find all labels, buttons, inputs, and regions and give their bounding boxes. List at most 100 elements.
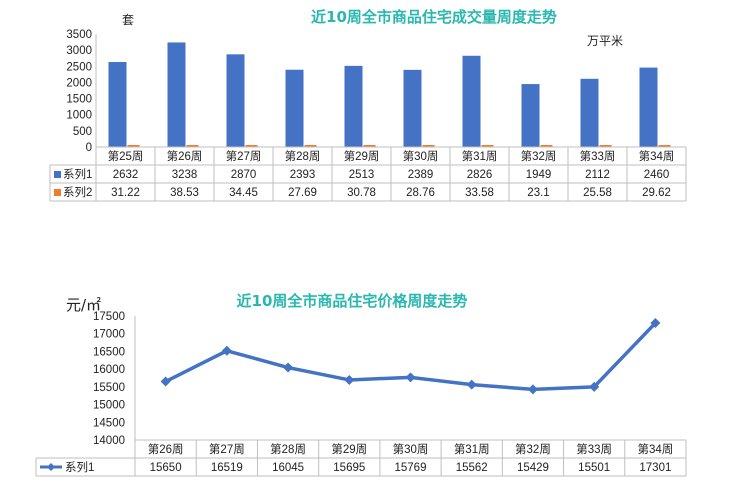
data-table-value: 23.1 bbox=[527, 187, 549, 199]
data-table-value: 2632 bbox=[113, 169, 139, 181]
x-category-label: 第26周 bbox=[148, 442, 184, 456]
bar-series1 bbox=[403, 69, 422, 147]
bar-series1 bbox=[108, 62, 127, 147]
x-category-label: 第25周 bbox=[108, 149, 144, 163]
legend-label: 系列1 bbox=[63, 167, 92, 181]
y-tick-label: 500 bbox=[73, 126, 92, 138]
chart1-unit-right: 万平米 bbox=[587, 34, 623, 48]
data-table-value: 2393 bbox=[290, 169, 316, 181]
bar-series2 bbox=[186, 145, 199, 147]
y-tick-label: 16000 bbox=[93, 364, 125, 376]
bar-series1 bbox=[285, 69, 304, 147]
bar-series2 bbox=[422, 145, 435, 147]
data-table-value: 33.58 bbox=[465, 187, 494, 199]
y-tick-label: 1000 bbox=[66, 110, 92, 122]
data-table-value: 2513 bbox=[349, 169, 375, 181]
series1-point bbox=[527, 384, 538, 395]
y-tick-label: 17500 bbox=[93, 311, 125, 323]
x-category-label: 第28周 bbox=[285, 149, 321, 163]
x-category-label: 第26周 bbox=[167, 149, 203, 163]
legend-label: 系列2 bbox=[63, 185, 92, 199]
data-table-value: 2389 bbox=[408, 169, 434, 181]
y-tick-label: 16500 bbox=[93, 346, 125, 358]
data-table-value: 16519 bbox=[211, 462, 243, 474]
bar-series1 bbox=[344, 65, 363, 147]
chart1-unit-left: 套 bbox=[122, 13, 134, 27]
bar-series1 bbox=[462, 55, 481, 147]
data-table-value: 25.58 bbox=[583, 187, 612, 199]
data-table-value: 15429 bbox=[517, 462, 549, 474]
bar-series2 bbox=[304, 145, 317, 147]
series1-point bbox=[405, 372, 416, 383]
bar-series2 bbox=[481, 145, 494, 147]
y-tick-label: 2500 bbox=[66, 61, 92, 73]
x-category-label: 第30周 bbox=[393, 442, 429, 456]
x-category-label: 第29周 bbox=[344, 149, 380, 163]
y-tick-label: 3500 bbox=[66, 29, 92, 41]
data-table-value: 2826 bbox=[467, 169, 493, 181]
data-table-value: 28.76 bbox=[406, 187, 435, 199]
bar-series2 bbox=[658, 145, 671, 147]
y-tick-label: 0 bbox=[86, 142, 92, 154]
bar-series1 bbox=[639, 67, 658, 147]
series1-point bbox=[589, 381, 600, 392]
x-category-label: 第31周 bbox=[462, 149, 498, 163]
data-table-value: 2112 bbox=[585, 169, 610, 181]
data-table-value: 30.78 bbox=[347, 187, 376, 199]
data-table-value: 2460 bbox=[644, 169, 670, 181]
y-tick-label: 17000 bbox=[93, 329, 125, 341]
series1-point bbox=[466, 379, 477, 390]
series1-point bbox=[344, 374, 355, 385]
data-table-value: 1949 bbox=[526, 169, 552, 181]
x-category-label: 第33周 bbox=[576, 442, 612, 456]
legend-label: 系列1 bbox=[65, 460, 94, 474]
y-tick-label: 15000 bbox=[93, 400, 125, 412]
x-category-label: 第34周 bbox=[637, 442, 673, 456]
data-table-value: 3238 bbox=[172, 169, 198, 181]
data-table-value: 15501 bbox=[578, 462, 610, 474]
data-table-value: 27.69 bbox=[288, 187, 317, 199]
data-table-value: 15769 bbox=[395, 462, 427, 474]
bar-series2 bbox=[127, 145, 140, 147]
x-category-label: 第33周 bbox=[580, 149, 616, 163]
y-tick-label: 2000 bbox=[66, 77, 92, 89]
chart2-title: 近10周全市商品住宅价格周度走势 bbox=[237, 292, 468, 310]
data-table-value: 15562 bbox=[456, 462, 488, 474]
x-category-label: 第34周 bbox=[639, 149, 675, 163]
bar-series2 bbox=[363, 145, 376, 147]
data-table-value: 29.62 bbox=[642, 187, 671, 199]
series1-point bbox=[650, 318, 661, 329]
chart1-title: 近10周全市商品住宅成交量周度走势 bbox=[311, 8, 557, 26]
x-category-label: 第27周 bbox=[209, 442, 245, 456]
bar-series2 bbox=[245, 145, 258, 147]
x-category-label: 第27周 bbox=[226, 149, 262, 163]
data-table-value: 38.53 bbox=[170, 187, 199, 199]
x-category-label: 第30周 bbox=[403, 149, 439, 163]
data-table-value: 16045 bbox=[272, 462, 304, 474]
data-table-value: 31.22 bbox=[111, 187, 140, 199]
data-table-value: 15695 bbox=[333, 462, 365, 474]
x-category-label: 第28周 bbox=[270, 442, 306, 456]
x-category-label: 第32周 bbox=[515, 442, 551, 456]
bar-series2 bbox=[599, 145, 612, 147]
data-table-value: 17301 bbox=[639, 462, 671, 474]
data-table-value: 15650 bbox=[150, 462, 182, 474]
data-table-value: 34.45 bbox=[229, 187, 258, 199]
chart2-unit-left: 元/㎡ bbox=[66, 296, 101, 314]
x-category-label: 第29周 bbox=[331, 442, 367, 456]
legend-marker-1 bbox=[54, 171, 61, 178]
bar-series2 bbox=[540, 145, 553, 147]
y-tick-label: 14500 bbox=[93, 417, 125, 429]
y-tick-label: 15500 bbox=[93, 382, 125, 394]
y-tick-label: 3000 bbox=[66, 45, 92, 57]
bar-series1 bbox=[521, 84, 540, 147]
x-category-label: 第32周 bbox=[521, 149, 557, 163]
legend-marker-diamond bbox=[47, 463, 55, 471]
bar-series1 bbox=[167, 42, 186, 147]
legend-marker-2 bbox=[54, 189, 61, 196]
bar-series1 bbox=[580, 78, 599, 147]
x-category-label: 第31周 bbox=[454, 442, 490, 456]
series1-point bbox=[283, 362, 294, 373]
y-tick-label: 1500 bbox=[66, 94, 92, 106]
